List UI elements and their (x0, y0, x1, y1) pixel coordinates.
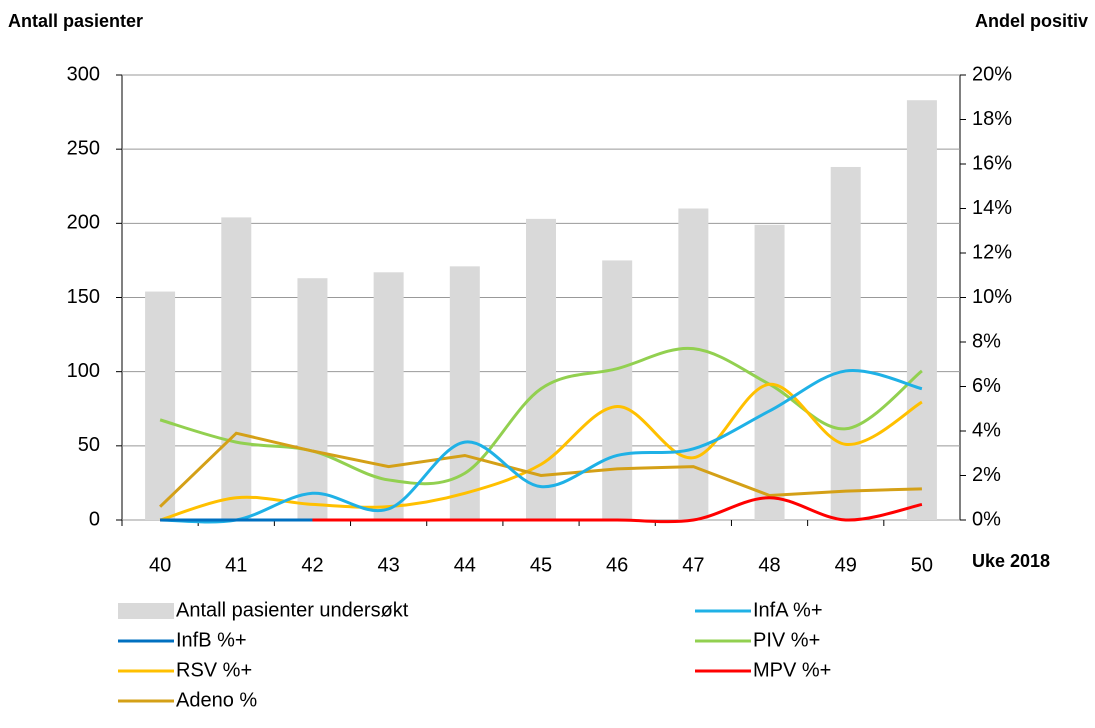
legend-label: Antall pasienter undersøkt (176, 599, 409, 621)
x-tick-label: 42 (301, 554, 323, 576)
y-tick-label: 0 (89, 508, 100, 530)
y-tick-label: 50 (78, 434, 100, 456)
y-tick-label: 300 (67, 63, 100, 85)
x-tick-label: 45 (530, 554, 552, 576)
x-axis-title: Uke 2018 (972, 551, 1050, 571)
legend-label: PIV %+ (753, 629, 820, 651)
bar (145, 291, 176, 520)
y-tick-label: 250 (67, 137, 100, 159)
legend-label: Adeno % (176, 689, 257, 711)
y2-tick-label: 0% (972, 508, 1001, 530)
bar (449, 266, 480, 520)
bar (221, 217, 252, 520)
y2-tick-label: 20% (972, 63, 1012, 85)
y2-tick-label: 18% (972, 108, 1012, 130)
bar (602, 260, 633, 520)
line (159, 431, 922, 508)
y2-axis-title: Andel positiv (975, 11, 1088, 31)
x-tick-label: 44 (454, 554, 476, 576)
legend-label: MPV %+ (753, 659, 831, 681)
bar (297, 278, 328, 520)
y2-tick-label: 10% (972, 286, 1012, 308)
x-tick-label: 40 (149, 554, 171, 576)
x-tick-label: 49 (835, 554, 857, 576)
legend-label: InfA %+ (753, 599, 823, 621)
x-tick-label: 46 (606, 554, 628, 576)
legend-label: InfB %+ (176, 629, 247, 651)
y-tick-label: 150 (67, 286, 100, 308)
bar (678, 208, 709, 520)
bar (906, 100, 937, 520)
y-tick-label: 200 (67, 212, 100, 234)
x-tick-label: 43 (378, 554, 400, 576)
y2-tick-label: 14% (972, 197, 1012, 219)
y2-tick-label: 4% (972, 419, 1001, 441)
legend-label: RSV %+ (176, 659, 252, 681)
line (159, 382, 923, 522)
y-tick-label: 100 (67, 360, 100, 382)
bar (754, 224, 785, 521)
y2-tick-label: 16% (972, 152, 1012, 174)
x-tick-label: 47 (682, 554, 704, 576)
y2-tick-label: 2% (972, 464, 1001, 486)
legend-swatch (118, 603, 174, 619)
y2-tick-label: 8% (972, 330, 1001, 352)
bar (830, 166, 861, 520)
x-tick-label: 50 (911, 554, 933, 576)
line (160, 368, 923, 524)
y2-tick-label: 6% (972, 375, 1001, 397)
x-tick-label: 41 (225, 554, 247, 576)
y-axis-title: Antall pasienter (8, 11, 143, 31)
y2-tick-label: 12% (972, 241, 1012, 263)
x-tick-label: 48 (758, 554, 780, 576)
